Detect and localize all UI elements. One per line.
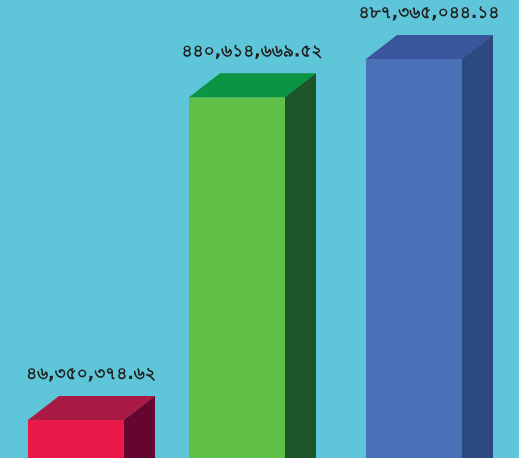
bar-3 [366,59,462,458]
bar-2-side [285,73,316,458]
bar-2 [189,97,285,458]
bar-1 [28,420,124,458]
bar-3-side [462,35,493,458]
bar-1-top [28,396,155,421]
data-label-2: ৪৪০,৬১৪,৬৬৯.৫২ [182,41,323,61]
bar-3-top [366,35,493,59]
bar-1-side [124,396,155,458]
data-label-3: ৪৮৭,৩৬৫,০৪৪.১৪ [359,3,500,23]
bar-2-top [189,73,316,98]
data-label-1: ৪৬,৩৫০,৩৭৪.৬২ [26,364,156,384]
